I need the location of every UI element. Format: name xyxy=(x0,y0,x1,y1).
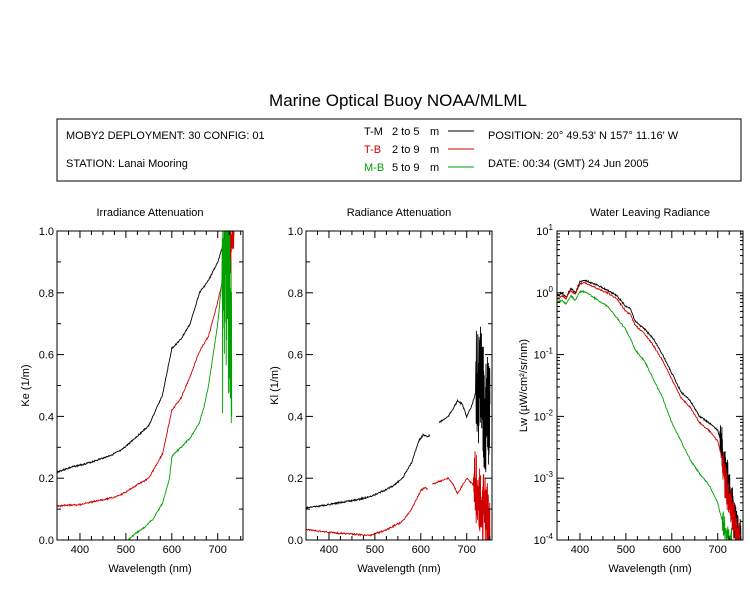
x-axis-label: Wavelength (nm) xyxy=(357,563,440,575)
y-tick-exponent: -2 xyxy=(546,408,554,417)
x-axis-label: Wavelength (nm) xyxy=(608,563,691,575)
y-tick-exponent: -1 xyxy=(546,347,554,356)
y-tick-label: 101 xyxy=(536,223,553,238)
series-line-T-B xyxy=(57,231,235,508)
y-tick-label: 0.0 xyxy=(288,535,303,547)
date-text: DATE: 00:34 (GMT) 24 Jun 2005 xyxy=(488,158,649,170)
station-text: STATION: Lanai Mooring xyxy=(66,158,188,170)
y-tick-label: 0.8 xyxy=(288,288,303,300)
x-tick-label: 500 xyxy=(617,544,635,556)
y-axis-label: Kl (1/m) xyxy=(269,366,281,405)
legend-unit: m xyxy=(430,126,439,138)
legend-unit: m xyxy=(430,162,439,174)
y-axis-label: Lw (µW/cm²/sr/nm) xyxy=(518,339,530,432)
y-tick-label: 0.4 xyxy=(288,411,303,423)
chart-3: Water Leaving Radiance 400 500 600 700 Wavele… xyxy=(518,207,744,575)
x-tick-label: 500 xyxy=(366,544,384,556)
y-tick-label: 0.4 xyxy=(39,411,54,423)
y-tick-label: 1.0 xyxy=(288,226,303,238)
deployment-text: MOBY2 DEPLOYMENT: 30 CONFIG: 01 xyxy=(66,130,265,142)
x-tick-label: 600 xyxy=(412,544,430,556)
series-line-T-B xyxy=(557,281,742,540)
chart-2: Radiance Attenuation 400 500 600 700 Waveleng… xyxy=(269,207,493,575)
y-tick-label: 0.2 xyxy=(39,473,54,485)
chart-frame xyxy=(56,230,244,541)
x-tick-label: 500 xyxy=(117,544,135,556)
y-tick-label: 0.6 xyxy=(288,350,303,362)
y-tick-label: 0.6 xyxy=(39,350,54,362)
position-text: POSITION: 20° 49.53' N 157° 11.16' W xyxy=(488,130,679,142)
charts: Irradiance Attenuation 400 500 600 700 Wavele… xyxy=(20,207,744,575)
chart-title: Radiance Attenuation xyxy=(347,207,452,219)
x-tick-label: 400 xyxy=(320,544,338,556)
series-line-T-B xyxy=(306,486,429,537)
y-tick-label: 10-3 xyxy=(534,470,554,485)
y-tick-label: 100 xyxy=(536,285,553,300)
x-tick-label: 700 xyxy=(709,544,727,556)
series-line-T-M xyxy=(57,231,228,474)
y-tick-label: 0.0 xyxy=(39,535,54,547)
legend-code: T-B xyxy=(364,144,381,156)
plot-area xyxy=(557,279,742,540)
y-tick-base: 10 xyxy=(534,350,546,362)
y-tick-label: 10-4 xyxy=(534,532,554,547)
y-tick-label: 0.8 xyxy=(39,288,54,300)
y-tick-base: 10 xyxy=(534,535,546,547)
legend-code: T-M xyxy=(364,126,383,138)
y-tick-base: 10 xyxy=(534,411,546,423)
legend-range: 5 to 9 xyxy=(392,162,420,174)
legend-range: 2 to 9 xyxy=(392,144,420,156)
x-tick-label: 600 xyxy=(663,544,681,556)
y-axis-label: Ke (1/m) xyxy=(20,364,32,406)
plot-area xyxy=(57,231,235,540)
series-line-T-M xyxy=(306,433,431,509)
y-tick-exponent: 1 xyxy=(549,223,554,232)
figure-title: Marine Optical Buoy NOAA/MLML xyxy=(269,91,527,110)
chart-frame xyxy=(556,230,744,541)
info-box: MOBY2 DEPLOYMENT: 30 CONFIG: 01 STATION:… xyxy=(56,118,742,182)
plot-area xyxy=(306,326,491,540)
y-tick-label: 1.0 xyxy=(39,226,54,238)
y-tick-label: 10-2 xyxy=(534,408,554,423)
y-tick-base: 10 xyxy=(536,288,548,300)
legend-range: 2 to 5 xyxy=(392,126,420,138)
y-tick-label: 0.2 xyxy=(288,473,303,485)
legend-unit: m xyxy=(430,144,439,156)
series-line-T-M xyxy=(438,326,491,473)
x-tick-label: 600 xyxy=(163,544,181,556)
chart-title: Water Leaving Radiance xyxy=(590,207,710,219)
y-tick-exponent: 0 xyxy=(549,285,554,294)
legend-code: M-B xyxy=(364,162,384,174)
x-tick-label: 400 xyxy=(571,544,589,556)
x-tick-label: 700 xyxy=(209,544,227,556)
series-line-M-B xyxy=(128,231,233,540)
y-tick-exponent: -3 xyxy=(546,470,554,479)
series-line-T-B xyxy=(432,451,491,540)
x-tick-label: 400 xyxy=(71,544,89,556)
x-tick-label: 700 xyxy=(458,544,476,556)
chart-1: Irradiance Attenuation 400 500 600 700 Wavele… xyxy=(20,207,244,575)
chart-frame xyxy=(305,230,493,541)
x-axis-label: Wavelength (nm) xyxy=(108,563,191,575)
y-tick-label: 10-1 xyxy=(534,347,554,362)
info-box-frame xyxy=(56,118,742,182)
y-tick-exponent: -4 xyxy=(546,532,554,541)
legend: T-M 2 to 5 m T-B 2 to 9 m M-B 5 to 9 m xyxy=(364,126,474,174)
y-tick-base: 10 xyxy=(536,226,548,238)
y-tick-base: 10 xyxy=(534,473,546,485)
series-line-T-M xyxy=(557,279,742,540)
chart-title: Irradiance Attenuation xyxy=(96,207,203,219)
series-line-M-B xyxy=(557,289,733,540)
